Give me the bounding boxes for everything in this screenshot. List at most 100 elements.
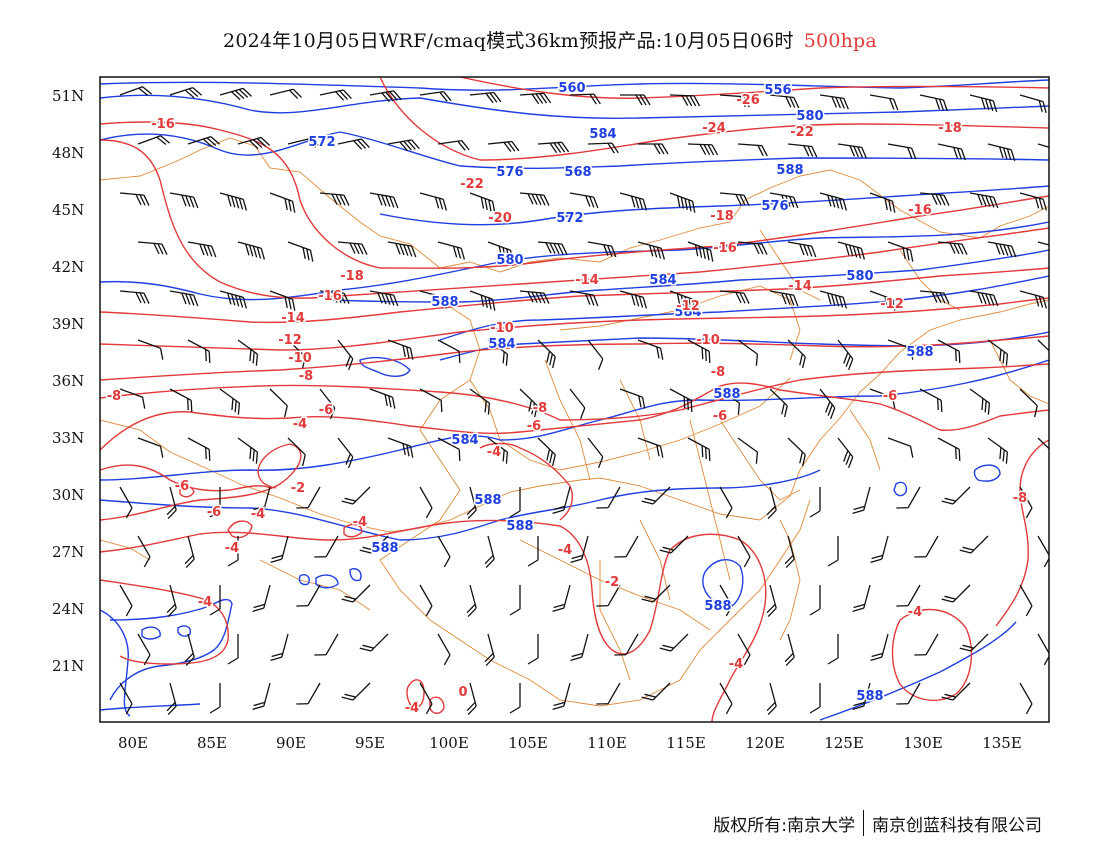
wind-barb <box>137 135 171 146</box>
wind-barb <box>852 682 871 711</box>
temperature-contours <box>100 77 1049 722</box>
temperature-contour-label: -14 <box>281 311 305 326</box>
wind-barb <box>819 94 849 110</box>
wind-barb <box>337 241 368 255</box>
wind-barb <box>359 535 389 554</box>
wind-barb <box>184 633 195 667</box>
temperature-contour-label: -4 <box>487 445 501 460</box>
wind-barb <box>137 633 151 666</box>
wind-barb <box>437 437 461 461</box>
wind-barb <box>169 290 199 307</box>
wind-barb <box>169 388 193 412</box>
wind-barb <box>569 388 586 420</box>
wind-barb <box>570 535 589 564</box>
temperature-contour-label: -8 <box>533 401 547 416</box>
wind-barb <box>669 290 696 311</box>
wind-barb <box>987 143 1016 162</box>
temperature-contour-label: 0 <box>458 685 467 700</box>
wind-barb <box>969 290 999 307</box>
wind-barb <box>869 192 896 213</box>
wind-barb <box>819 290 848 309</box>
wind-barb <box>341 486 371 505</box>
title-main: 2024年10月05日WRF/cmaq模式36km预报产品:10月05日06时 <box>223 30 794 52</box>
temperature-contour-label: -4 <box>908 605 922 620</box>
temperature-contour-label: -4 <box>225 541 239 556</box>
wind-barb <box>519 388 538 418</box>
wind-barb <box>959 633 989 652</box>
lat-tick-label: 27N <box>52 543 85 561</box>
wind-barb <box>552 682 571 711</box>
copyright-footer: 版权所有:南京大学 南京创蓝科技有限公司 <box>713 810 1042 836</box>
temperature-contour-label: -10 <box>696 333 720 348</box>
map-border <box>99 76 1050 723</box>
wind-barb <box>919 290 950 304</box>
temperature-contour-label: -2 <box>605 575 619 590</box>
wind-barb <box>166 682 177 716</box>
height-contour-label: 584 <box>589 127 616 142</box>
lon-tick-label: 115E <box>666 734 706 752</box>
wind-barb <box>137 437 164 458</box>
temperature-contour-label: -6 <box>207 505 221 520</box>
wind-barb <box>187 339 211 363</box>
wind-barb <box>987 241 1017 258</box>
temperature-contour-label: -4 <box>405 701 419 716</box>
wind-barb <box>219 192 248 211</box>
wind-barb <box>552 486 571 515</box>
wind-barb <box>369 388 396 409</box>
wind-barb <box>787 241 817 258</box>
wind-barb <box>766 486 777 520</box>
wind-barb <box>469 388 491 415</box>
wind-barb <box>641 486 671 505</box>
temperature-contour-label: -4 <box>251 507 265 522</box>
height-contour-label: 588 <box>371 541 398 556</box>
wind-barb <box>969 94 998 113</box>
wind-barb <box>419 682 433 715</box>
wind-barb <box>137 535 151 568</box>
lon-tick-label: 80E <box>117 734 149 752</box>
wind-barb <box>1019 584 1033 617</box>
wind-barb <box>552 584 571 613</box>
wind-barb <box>669 388 693 412</box>
lon-tick-label: 135E <box>982 734 1022 752</box>
wind-barb <box>887 241 914 262</box>
wind-barb <box>766 584 777 618</box>
wind-barb <box>437 535 451 568</box>
wind-barb <box>369 192 399 209</box>
wind-barb <box>419 388 443 412</box>
wind-barb <box>1019 192 1048 211</box>
temperature-contour-label: -6 <box>713 409 727 424</box>
wind-barb <box>387 339 414 360</box>
temperature-contour-label: -16 <box>713 241 737 256</box>
lon-tick-label: 100E <box>429 734 469 752</box>
wind-barb <box>787 143 818 158</box>
wind-barb <box>337 437 354 469</box>
wind-barb <box>852 486 871 515</box>
wind-barb <box>437 339 461 363</box>
wind-barb <box>337 138 370 150</box>
wind-barb <box>1019 290 1048 309</box>
temperature-contour-label: -6 <box>883 389 897 404</box>
wind-barb <box>314 633 339 656</box>
wind-barb <box>509 683 521 714</box>
temperature-contour-label: -6 <box>527 419 541 434</box>
wind-barb <box>659 535 689 554</box>
wind-barb <box>769 388 788 418</box>
footer-divider <box>863 810 864 836</box>
wind-barb <box>166 584 177 618</box>
wind-barb <box>809 683 821 714</box>
temperature-contour-label: -4 <box>198 595 212 610</box>
wind-barb <box>466 486 477 520</box>
temperature-contour-label: -6 <box>175 479 189 494</box>
wind-barb <box>287 437 306 467</box>
wind-barb <box>509 487 521 518</box>
height-contour-label: 588 <box>431 295 458 310</box>
wind-barb <box>596 584 621 607</box>
wind-barb <box>227 634 239 665</box>
wind-barb <box>869 94 899 111</box>
wind-barb <box>1037 339 1049 358</box>
wind-barb <box>1019 94 1047 114</box>
wind-barb <box>387 437 414 458</box>
temperature-contour-label: -14 <box>575 273 599 288</box>
wind-barb <box>737 143 768 157</box>
